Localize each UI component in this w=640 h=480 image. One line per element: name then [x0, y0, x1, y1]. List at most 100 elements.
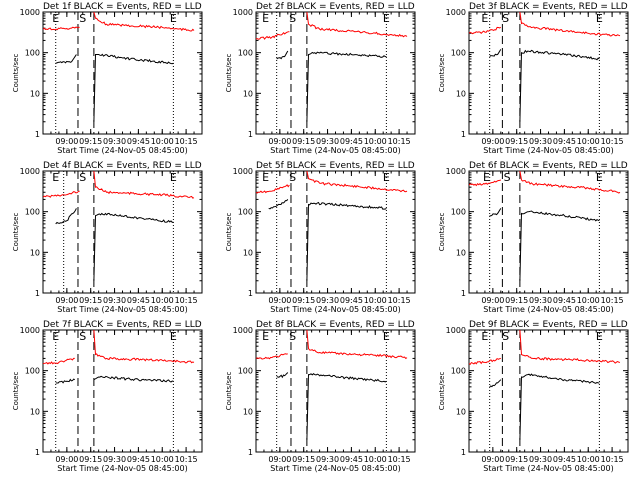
x-tick-label: 09:00 [55, 455, 78, 464]
chart-panel: Det 3f BLACK = Events, RED = LLD 1 10 100 10… [438, 2, 629, 155]
y-tick-label: 1000 [20, 326, 40, 335]
x-tick-label: 10:00 [577, 455, 600, 464]
x-tick-label: 09:15 [505, 296, 528, 305]
y-tick-label: 10 [243, 89, 253, 98]
x-tick-label: 09:00 [481, 137, 504, 146]
chart-title: Det 2f BLACK = Events, RED = LLD [256, 2, 415, 12]
x-tick-label: 09:30 [529, 137, 552, 146]
lld-series-line [306, 12, 408, 38]
x-tick-label: 10:00 [577, 296, 600, 305]
chart-panel: Det 8f BLACK = Events, RED = LLD 1 10 100 10… [225, 320, 416, 473]
y-tick-label: 10 [30, 248, 40, 257]
x-axis-label: Start Time (24-Nov-05 08:45:00) [270, 305, 400, 314]
y-tick-label: 100 [25, 367, 40, 376]
x-tick-label: 10:15 [601, 137, 624, 146]
events-series-line [93, 53, 174, 122]
data-area [43, 171, 195, 281]
chart-title: Det 8f BLACK = Events, RED = LLD [256, 320, 415, 330]
x-tick-label: 09:15 [79, 137, 102, 146]
x-tick-label: 09:30 [529, 296, 552, 305]
lld-series-line [306, 330, 408, 360]
y-axis-label: Counts/sec [438, 372, 446, 411]
x-axis-label: Start Time (24-Nov-05 08:45:00) [270, 464, 400, 473]
events-series-line [268, 199, 289, 210]
x-axis-label: Start Time (24-Nov-05 08:45:00) [270, 146, 400, 155]
x-tick-label: 09:30 [529, 455, 552, 464]
phase-marker: S [79, 330, 86, 343]
x-tick-label: 09:45 [340, 455, 363, 464]
phase-marker: E [481, 330, 488, 343]
x-tick-label: 10:15 [175, 455, 198, 464]
y-tick-label: 1 [35, 448, 40, 457]
phase-marker: S [504, 171, 511, 184]
phase-marker: E [383, 12, 390, 25]
y-axis-label: Counts/sec [225, 54, 233, 93]
y-tick-label: 100 [238, 208, 253, 217]
x-tick-label: 09:15 [292, 296, 315, 305]
x-tick-label: 10:00 [364, 455, 387, 464]
x-tick-label: 09:00 [268, 137, 291, 146]
lld-series-line [43, 26, 80, 31]
chart-title: Det 7f BLACK = Events, RED = LLD [43, 320, 202, 330]
phase-marker: E [481, 12, 488, 25]
phase-marker: E [52, 12, 59, 25]
lld-series-line [93, 330, 195, 364]
phase-marker: S [79, 171, 86, 184]
phase-marker: E [52, 171, 59, 184]
events-series-line [93, 375, 174, 383]
x-tick-label: 09:30 [103, 296, 126, 305]
x-tick-label: 10:00 [151, 296, 174, 305]
x-tick-label: 09:15 [79, 296, 102, 305]
x-axis-label: Start Time (24-Nov-05 08:45:00) [57, 305, 187, 314]
y-tick-label: 100 [25, 208, 40, 217]
x-tick-label: 09:45 [340, 137, 363, 146]
lld-series-line [469, 357, 501, 365]
x-tick-label: 09:00 [55, 296, 78, 305]
x-tick-label: 09:30 [103, 137, 126, 146]
x-tick-label: 09:00 [55, 137, 78, 146]
x-tick-label: 09:30 [316, 296, 339, 305]
x-axis-label: Start Time (24-Nov-05 08:45:00) [483, 464, 613, 473]
events-series-line [55, 208, 77, 225]
y-tick-label: 100 [451, 367, 466, 376]
y-tick-label: 100 [25, 49, 40, 58]
y-axis-label: Counts/sec [225, 213, 233, 252]
events-series-line [276, 372, 289, 379]
x-tick-label: 09:00 [481, 296, 504, 305]
x-tick-label: 10:00 [364, 296, 387, 305]
lld-series-line [519, 171, 621, 194]
phase-marker: S [502, 12, 509, 25]
data-area [469, 171, 621, 281]
y-axis-label: Counts/sec [438, 54, 446, 93]
y-tick-label: 1 [461, 448, 466, 457]
phase-marker: E [383, 330, 390, 343]
y-tick-label: 1000 [233, 8, 253, 17]
chart-panel: Det 1f BLACK = Events, RED = LLD 1 10 100 10… [12, 2, 203, 155]
x-tick-label: 09:45 [127, 137, 150, 146]
x-tick-label: 09:30 [316, 137, 339, 146]
y-tick-label: 10 [456, 407, 466, 416]
lld-series-line [93, 171, 195, 199]
phase-marker: S [502, 330, 509, 343]
lld-series-line [519, 12, 621, 37]
x-tick-label: 09:45 [340, 296, 363, 305]
x-tick-label: 09:45 [553, 296, 576, 305]
x-tick-label: 10:15 [175, 296, 198, 305]
phase-marker: E [262, 171, 269, 184]
chart-title: Det 9f BLACK = Events, RED = LLD [469, 320, 628, 330]
events-series-line [306, 373, 387, 440]
phase-marker: E [596, 330, 603, 343]
chart-panel: Det 5f BLACK = Events, RED = LLD 1 10 100 10… [225, 161, 416, 314]
y-tick-label: 1000 [20, 167, 40, 176]
lld-series-line [469, 179, 501, 187]
y-tick-label: 100 [451, 208, 466, 217]
chart-panel: Det 4f BLACK = Events, RED = LLD 1 10 100 10… [12, 161, 203, 314]
data-area [256, 171, 408, 281]
events-series-line [276, 50, 289, 60]
y-axis-label: Counts/sec [225, 372, 233, 411]
x-tick-label: 09:15 [292, 455, 315, 464]
y-axis-label: Counts/sec [12, 372, 20, 411]
events-series-line [306, 51, 387, 122]
chart-panel: Det 9f BLACK = Events, RED = LLD 1 10 100 10… [438, 320, 629, 473]
